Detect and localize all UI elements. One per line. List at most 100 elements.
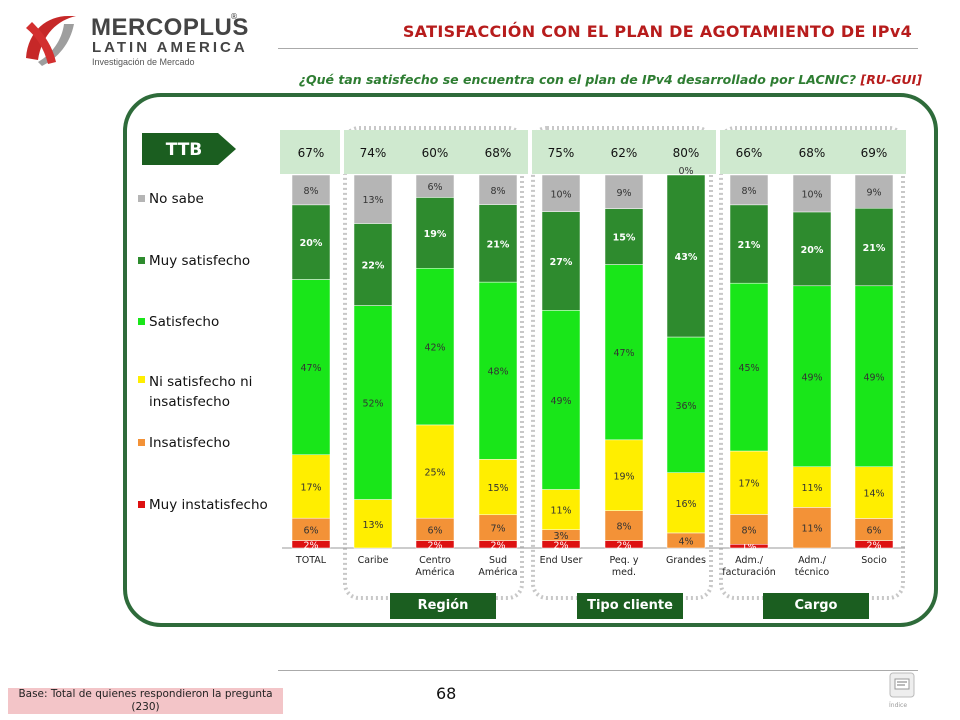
ttb-label: TTB <box>140 130 240 172</box>
index-icon <box>889 672 915 698</box>
data-label: 42% <box>424 343 445 354</box>
ttb-value: 60% <box>422 146 449 160</box>
legend-swatch <box>138 318 145 325</box>
data-label: 2% <box>303 540 318 551</box>
data-label: 15% <box>613 233 636 244</box>
bar-segment <box>792 174 832 213</box>
index-button[interactable] <box>889 672 915 698</box>
legend-swatch <box>138 376 145 383</box>
legend-label: Insatisfecho <box>149 435 231 451</box>
data-label: 1% <box>741 542 756 553</box>
data-label: 11% <box>801 524 822 535</box>
legend-item: Ni satisfecho ni insatisfecho <box>138 372 263 412</box>
ttb-value: 62% <box>611 146 638 160</box>
logo-title: MERCOPLUS <box>91 14 249 41</box>
bar-segment <box>541 174 581 212</box>
bar-segment <box>478 514 518 541</box>
bar-segment <box>541 489 581 530</box>
ttb-value: 69% <box>861 146 888 160</box>
data-label: 8% <box>490 186 505 197</box>
bar-segment <box>604 208 644 265</box>
mercoplus-logo: MERCOPLUS ® LATIN AMERICA Investigación … <box>18 10 248 70</box>
group-tab-cargo[interactable]: Cargo <box>763 593 869 619</box>
legend-label: Muy instatisfecho <box>149 497 268 513</box>
data-label: 36% <box>675 401 696 412</box>
data-label: 2% <box>866 540 881 551</box>
bar-segment <box>291 204 331 280</box>
ttb-value: 67% <box>298 146 325 160</box>
bar-segment <box>415 268 455 426</box>
data-label: 45% <box>738 363 759 374</box>
base-note: Base: Total de quienes respondieron la p… <box>8 688 283 714</box>
legend-swatch <box>138 257 145 264</box>
data-label: 21% <box>863 243 886 254</box>
legend-item: Insatisfecho <box>138 435 230 451</box>
legend-label: Satisfecho <box>149 314 220 330</box>
ttb-value: 80% <box>673 146 700 160</box>
data-label: 6% <box>303 525 318 536</box>
category-label: Adm./ <box>735 555 764 566</box>
data-label: 52% <box>362 399 383 410</box>
bar-segment <box>792 466 832 508</box>
group-tab-region[interactable]: Región <box>390 593 496 619</box>
data-label: 11% <box>801 483 822 494</box>
data-label: 10% <box>550 189 571 200</box>
bar-segment <box>541 211 581 311</box>
bar-segment <box>353 305 393 500</box>
data-label: 17% <box>300 482 321 493</box>
bar-segment <box>478 204 518 283</box>
data-label: 9% <box>616 188 631 199</box>
data-label: 14% <box>863 489 884 500</box>
category-label: Socio <box>861 555 887 566</box>
legend-swatch <box>138 195 145 202</box>
category-label: facturación <box>722 567 776 578</box>
index-label: Índice <box>889 702 908 709</box>
legend-label: No sabe <box>149 191 204 207</box>
logo-registered: ® <box>230 12 238 21</box>
bar-segment <box>604 439 644 511</box>
title-divider <box>278 48 918 49</box>
ttb-value: 66% <box>736 146 763 160</box>
group-frame <box>343 126 524 600</box>
data-label: 8% <box>616 522 631 533</box>
data-label: 20% <box>801 245 824 256</box>
category-label: América <box>415 567 454 578</box>
data-label: 49% <box>801 372 822 383</box>
bar-segment <box>291 454 331 519</box>
bar-segment <box>604 174 644 209</box>
legend-item: Muy instatisfecho <box>138 497 268 513</box>
bar-segment <box>291 279 331 455</box>
page-number: 68 <box>436 684 457 703</box>
data-label: 49% <box>863 372 884 383</box>
bar-segment <box>604 510 644 541</box>
bar-segment <box>854 174 894 209</box>
bar-segment <box>478 459 518 516</box>
bar-segment <box>415 424 455 519</box>
data-label: 19% <box>613 471 634 482</box>
data-label: 22% <box>362 261 385 272</box>
category-label: técnico <box>795 567 830 578</box>
svg-text:TTB: TTB <box>166 140 203 160</box>
category-label: End User <box>540 555 583 566</box>
data-label: 11% <box>550 506 571 517</box>
question-code: [RU-GUI] <box>860 72 922 87</box>
bar-segment <box>666 472 706 534</box>
data-label: 27% <box>550 257 573 268</box>
data-label: 7% <box>490 524 505 535</box>
data-label: 17% <box>738 479 759 490</box>
ttb-value: 68% <box>485 146 512 160</box>
data-label: 47% <box>300 363 321 374</box>
bar-segment <box>854 207 894 287</box>
data-label: 49% <box>550 396 571 407</box>
data-label: 19% <box>424 229 447 240</box>
bar-segment <box>415 174 455 198</box>
category-label: Adm./ <box>798 555 827 566</box>
data-label: 6% <box>427 182 442 193</box>
category-label: Grandes <box>666 555 706 566</box>
legend-swatch <box>138 439 145 446</box>
bar-segment <box>666 174 706 338</box>
bar-segment <box>541 310 581 490</box>
group-tab-client-type[interactable]: Tipo cliente <box>577 593 683 619</box>
category-label: Caribe <box>358 555 389 566</box>
category-label: Centro <box>419 555 451 566</box>
